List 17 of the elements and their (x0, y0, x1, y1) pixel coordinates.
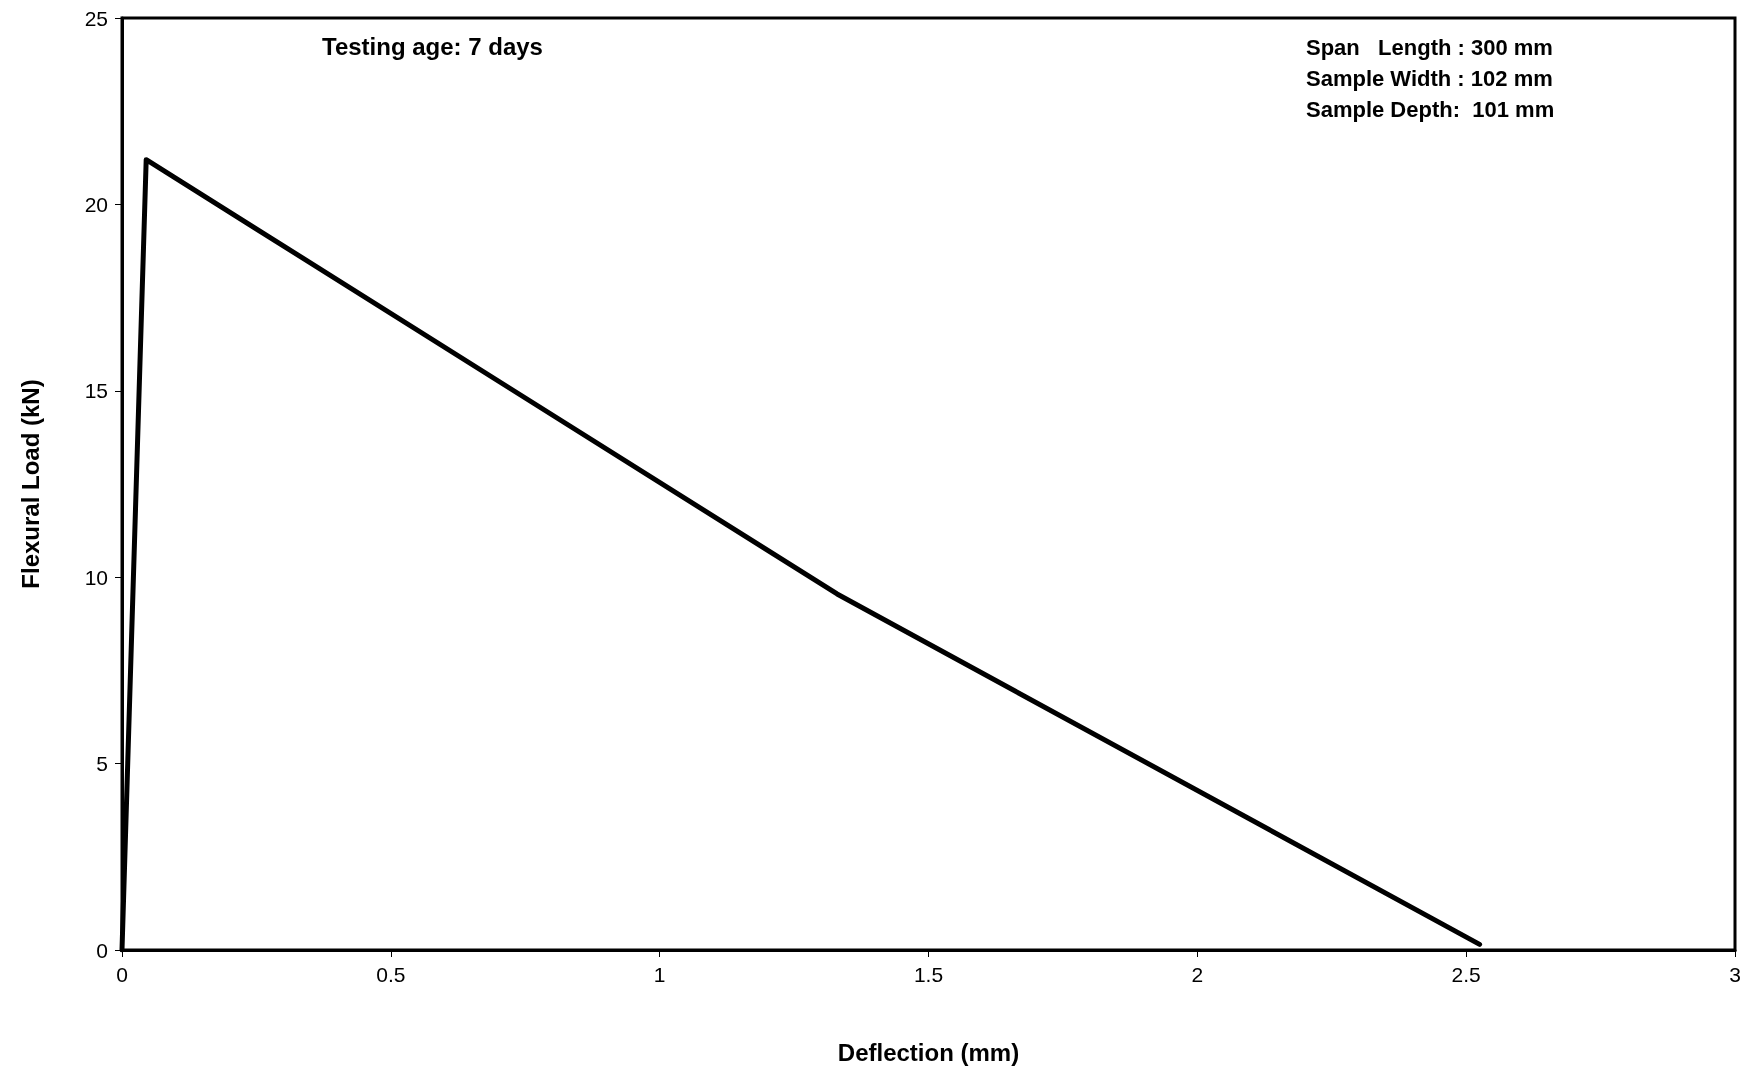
x-tick-label: 3 (1729, 963, 1741, 986)
x-axis-title: Deflection (mm) (837, 1038, 1020, 1066)
x-tick-label: 1 (653, 963, 666, 986)
y-tick-label: 25 (84, 6, 108, 30)
x-tick-label: 2.5 (1451, 963, 1481, 986)
x-tick-label: 0.5 (376, 963, 406, 986)
y-tick-label: 15 (84, 379, 108, 403)
y-tick-label: 0 (96, 938, 108, 962)
y-tick-label: 5 (96, 752, 108, 776)
annotation: Testing age: 7 days (322, 32, 543, 60)
x-tick-label: 2 (1191, 963, 1204, 986)
x-tick-label: 0 (116, 963, 128, 986)
x-tick-label: 1.5 (913, 963, 944, 986)
y-axis-title: Flexural Load (kN) (16, 379, 44, 589)
y-tick-label: 10 (84, 565, 108, 589)
annotation: Span Length : 300 mm Sample Width : 102 mm Sample Depth: 101 mm (1306, 35, 1555, 122)
y-tick-label: 20 (84, 192, 108, 216)
